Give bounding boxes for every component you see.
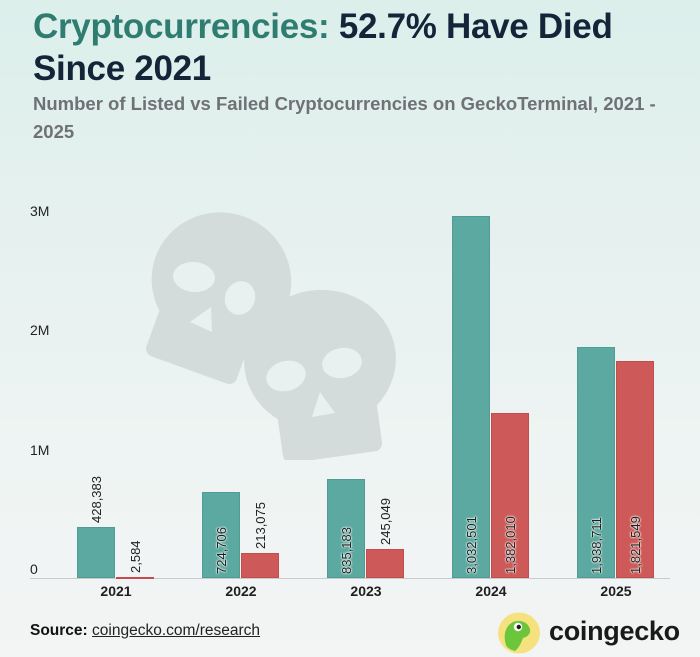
- label-failed-2024: 1,382,010: [503, 516, 518, 574]
- bar-listed-2023: [327, 479, 365, 578]
- y-tick-1m: 1M: [30, 442, 50, 458]
- x-tick-2021: 2021: [100, 583, 132, 599]
- bar-failed-2023: [366, 549, 404, 578]
- bar-failed-2024: [491, 413, 529, 578]
- x-tick-2025: 2025: [600, 583, 632, 599]
- coingecko-logo-icon: [498, 612, 540, 654]
- x-axis-line: [30, 578, 670, 579]
- label-listed-2021: 428,383: [89, 476, 104, 523]
- y-tick-2m: 2M: [30, 322, 50, 338]
- label-listed-2024: 3,032,501: [464, 516, 479, 574]
- bar-listed-2024: [452, 216, 490, 578]
- chart-subtitle: Number of Listed vs Failed Cryptocurrenc…: [33, 93, 656, 142]
- bar-failed-2021: [116, 577, 154, 579]
- label-listed-2023: 835,183: [339, 527, 354, 574]
- x-tick-2023: 2023: [350, 583, 382, 599]
- label-failed-2022: 213,075: [253, 502, 268, 549]
- bar-failed-2025: [616, 361, 654, 578]
- source-label: Source:: [30, 622, 88, 639]
- bar-listed-2022: [202, 492, 240, 578]
- title-rest: 52.7% Have Died Since 2021: [33, 7, 613, 88]
- label-failed-2025: 1,821,549: [628, 516, 643, 574]
- y-tick-0: 0: [30, 561, 38, 577]
- x-tick-2024: 2024: [475, 583, 507, 599]
- label-failed-2021: 2,584: [128, 540, 143, 573]
- bar-listed-2021: [77, 527, 115, 578]
- bar-failed-2022: [241, 553, 279, 578]
- label-listed-2022: 724,706: [214, 527, 229, 574]
- label-listed-2025: 1,938,711: [589, 517, 604, 574]
- title-accent: Cryptocurrencies:: [33, 7, 330, 46]
- y-tick-3m: 3M: [30, 203, 50, 219]
- source-note: Source: coingecko.com/research: [30, 622, 260, 640]
- label-failed-2023: 245,049: [378, 498, 393, 545]
- bar-listed-2025: [577, 347, 615, 578]
- source-link[interactable]: coingecko.com/research: [92, 622, 261, 639]
- skull-watermark-icon: [146, 212, 396, 460]
- chart-title: Cryptocurrencies: 52.7% Have Died Since …: [33, 6, 693, 90]
- coingecko-brand: coingecko: [549, 616, 680, 646]
- x-tick-2022: 2022: [225, 583, 257, 599]
